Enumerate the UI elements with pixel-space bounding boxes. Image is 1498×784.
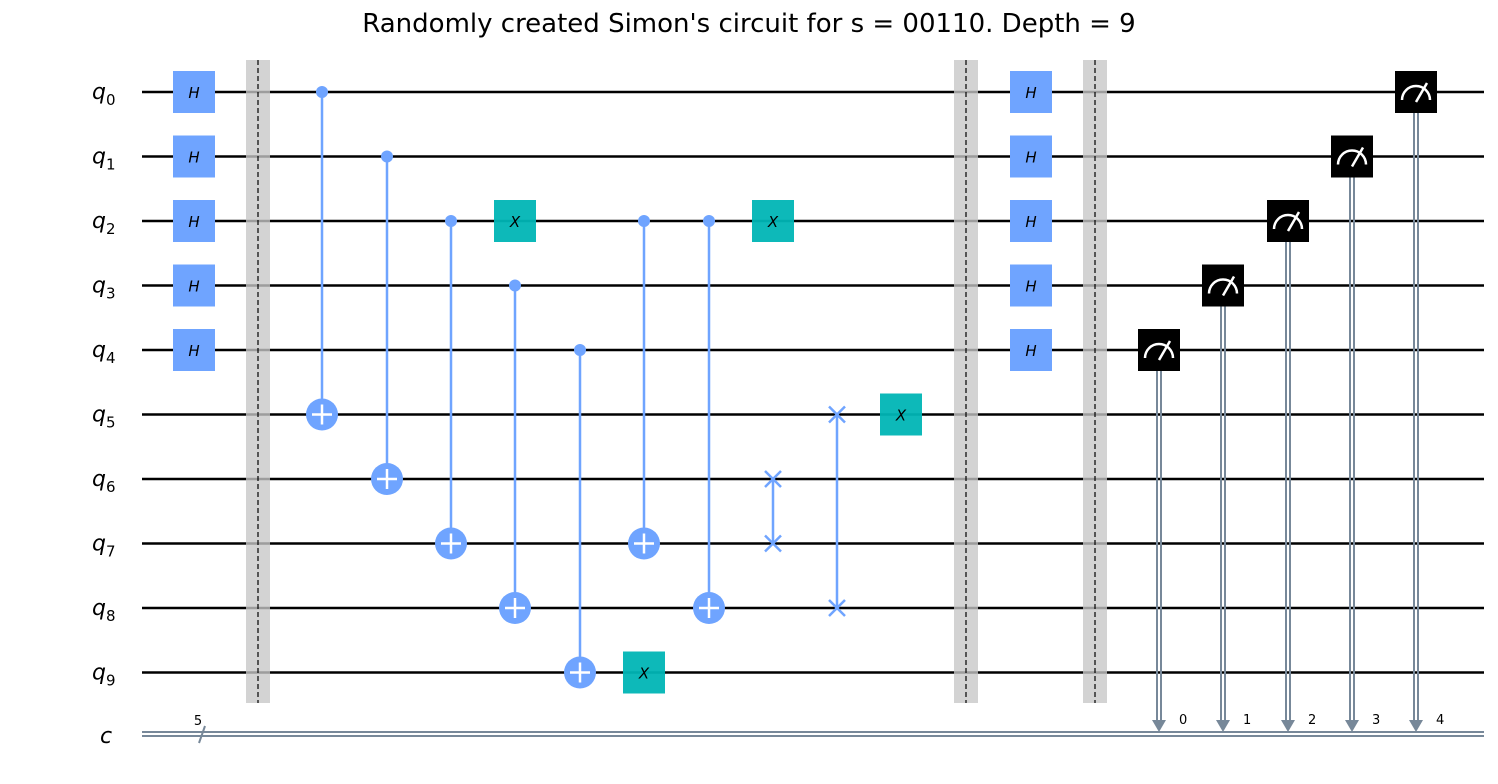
op-2-cx-control-dot: [316, 86, 328, 98]
op-18-measure-clbit-label: 0: [1179, 713, 1187, 728]
op-14-x-q5-label: X: [895, 407, 907, 425]
op-13-swap-x-bottom-b: [828, 599, 846, 617]
qubit-label-0: q0: [92, 80, 116, 109]
wires: [142, 90, 1484, 737]
op-19-measure-clbit-label: 1: [1243, 713, 1251, 728]
op-21-measure-clbit-label: 3: [1372, 713, 1380, 728]
op-10-cx-control-dot: [703, 215, 715, 227]
op-9-cx-control-dot: [638, 215, 650, 227]
qubit-label-5: q5: [92, 403, 116, 432]
op-16-h-q1-label: H: [1025, 149, 1036, 167]
op-19-measure-meter-arc: [1207, 278, 1239, 294]
classical-register-size: 5: [194, 714, 202, 729]
op-0-h-q1-box: [173, 135, 215, 178]
qubit-label-7: q7: [92, 532, 116, 561]
op-0-h-q3-label: H: [188, 278, 199, 296]
op-19-measure-arrow: [1216, 720, 1230, 732]
qubit-label-4: q4: [92, 338, 116, 367]
op-16-h-q3-box: [1010, 264, 1052, 307]
op-22-measure-box: [1395, 71, 1437, 113]
op-22-measure-clbit-label: 4: [1436, 713, 1444, 728]
op-6-cx-control-dot: [509, 279, 521, 292]
operations: H H H H H X X X X H H H H H 0 1 2 3 4: [173, 60, 1444, 732]
op-22-measure-meter-arc: [1400, 84, 1432, 101]
op-8-x-q9-box: [623, 651, 665, 694]
op-0-h-q4-label: H: [188, 342, 199, 360]
op-16-h-q4-box: [1010, 329, 1052, 371]
op-16-h-q2-label: H: [1025, 213, 1036, 231]
op-11-x-q2-box: [752, 200, 794, 242]
op-4-cx-control-dot: [445, 215, 457, 227]
op-5-x-q2-label: X: [509, 213, 521, 231]
qubit-label-1: q1: [92, 145, 116, 174]
op-21-measure-box: [1331, 135, 1373, 178]
op-20-measure-clbit-label: 2: [1308, 713, 1316, 728]
op-3-cx-control-dot: [381, 150, 393, 163]
op-0-h-q0-box: [173, 71, 215, 113]
op-20-measure-box: [1267, 200, 1309, 242]
op-16-h-q0-label: H: [1025, 84, 1036, 102]
op-0-h-q0-label: H: [188, 84, 199, 102]
qubit-label-2: q2: [92, 209, 116, 238]
op-13-swap-x-top-b: [828, 405, 846, 424]
classical-register-label: c: [100, 724, 112, 749]
op-20-measure-meter-arc: [1272, 213, 1304, 230]
op-0-h-q4-box: [173, 329, 215, 371]
op-18-measure-box: [1138, 329, 1180, 371]
op-20-measure-meter-needle: [1286, 211, 1301, 232]
op-20-measure-arrow: [1281, 720, 1295, 732]
op-16-h-q4-label: H: [1025, 342, 1036, 360]
op-19-measure-meter-needle: [1221, 275, 1236, 297]
qubit-label-6: q6: [92, 467, 116, 496]
op-18-measure-meter-arc: [1143, 342, 1175, 359]
op-21-measure-meter-arc: [1336, 149, 1368, 165]
op-0-h-q1-label: H: [188, 149, 199, 167]
circuit-title: Randomly created Simon's circuit for s =…: [362, 9, 1135, 39]
op-7-cx-control-dot: [574, 344, 586, 356]
op-8-x-q9-label: X: [638, 665, 650, 683]
op-0-h-q3-box: [173, 264, 215, 307]
op-16-h-q0-box: [1010, 71, 1052, 113]
classical-bundle-slash: [198, 725, 206, 744]
op-21-measure-meter-needle: [1350, 146, 1365, 168]
op-22-measure-arrow: [1409, 720, 1423, 732]
op-5-x-q2-box: [494, 200, 536, 242]
qubit-label-9: q9: [92, 661, 116, 690]
op-12-swap-x-bottom-b: [764, 534, 782, 553]
op-16-h-q1-box: [1010, 135, 1052, 178]
op-19-measure-box: [1202, 264, 1244, 307]
op-11-x-q2-label: X: [767, 213, 779, 231]
op-16-h-q3-label: H: [1025, 278, 1036, 296]
qubit-label-8: q8: [92, 596, 116, 625]
register-labels: q0 q1 q2 q3 q4 q5 q6 q7 q8 q9 c 5: [92, 80, 206, 749]
op-21-measure-arrow: [1345, 720, 1359, 732]
op-16-h-q2-box: [1010, 200, 1052, 242]
op-22-measure-meter-needle: [1414, 82, 1429, 103]
op-18-measure-arrow: [1152, 720, 1166, 732]
op-0-h-q2-box: [173, 200, 215, 242]
op-12-swap-x-top-b: [764, 470, 782, 488]
qubit-label-3: q3: [92, 274, 116, 303]
op-18-measure-meter-needle: [1157, 340, 1172, 361]
op-14-x-q5-box: [880, 393, 922, 436]
op-0-h-q2-label: H: [188, 213, 199, 231]
